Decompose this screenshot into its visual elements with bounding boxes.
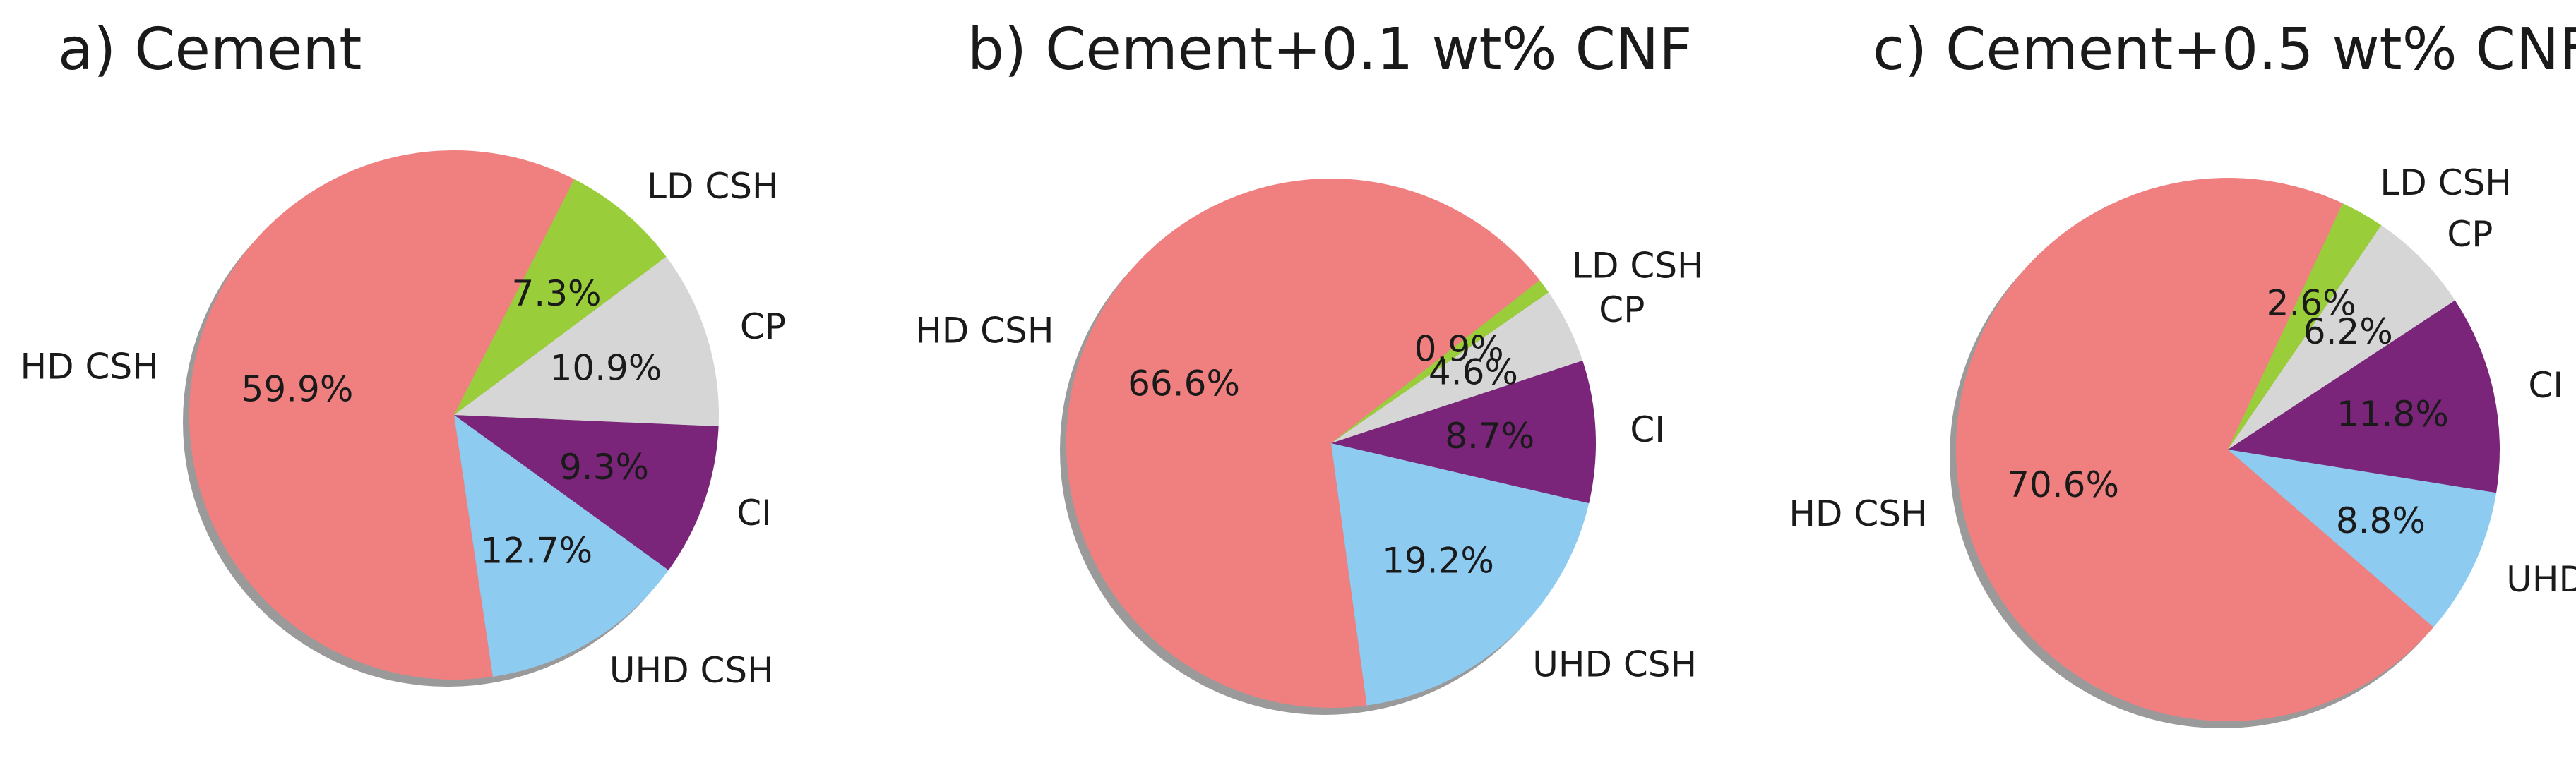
slice-label-hd-csh: HD CSH — [915, 310, 1054, 351]
slice-label-cp: CP — [1599, 289, 1645, 330]
pie-slice-uhd-csh — [454, 415, 669, 677]
slice-label-hd-csh: HD CSH — [20, 347, 159, 387]
pct-label-uhd-csh: 12.7% — [480, 530, 592, 571]
pct-label-cp: 6.2% — [2303, 311, 2393, 352]
pct-label-cp: 10.9% — [550, 348, 662, 389]
pie-slice-ci — [2228, 300, 2500, 493]
slice-label-ci: CI — [1630, 409, 1665, 450]
pie-chart-a: 59.9% HD CSH 12.7% UHD CSH 9.3% CI 10.9% CP 7.3%… — [20, 150, 786, 691]
slice-label-uhd-csh: UHD CSH — [609, 650, 774, 691]
slice-label-ld-csh: LD CSH — [2380, 162, 2512, 203]
pct-label-ci: 11.8% — [2337, 394, 2449, 435]
pie-slice-uhd-csh — [2228, 450, 2497, 627]
chart-a-title: a) Cement — [58, 16, 362, 83]
pct-label-ld-csh: 2.6% — [2267, 283, 2356, 324]
slice-label-hd-csh: HD CSH — [1789, 493, 1927, 534]
slice-label-uhd-csh: UHD CSH — [1532, 644, 1697, 685]
pct-label-ci: 9.3% — [559, 447, 649, 488]
slice-label-ld-csh: LD CSH — [647, 166, 779, 207]
pct-label-uhd-csh: 8.8% — [2336, 500, 2426, 541]
slice-label-ci: CI — [737, 493, 772, 534]
pie-slice-hd-csh — [189, 150, 575, 680]
pie-slice-cp — [1331, 292, 1583, 443]
slice-label-cp: CP — [740, 306, 786, 347]
slice-label-ci: CI — [2528, 365, 2563, 406]
pie-slice-ld-csh — [1331, 280, 1549, 443]
slice-label-uhd-csh: UHD CSH — [2506, 559, 2576, 600]
pct-label-ci: 8.7% — [1445, 416, 1534, 457]
pct-label-hd-csh: 66.6% — [1128, 363, 1240, 404]
pct-label-hd-csh: 70.6% — [2007, 464, 2119, 505]
pie-slice-uhd-csh — [1331, 443, 1590, 706]
pie-slice-ld-csh — [454, 179, 667, 415]
pie-chart-c: 70.6% HD CSH 8.8% UHD CSH 11.8% CI 6.2% CP 2.6% L… — [1789, 162, 2576, 728]
pie-slice-ci — [1331, 360, 1596, 504]
pie-slice-hd-csh — [1956, 178, 2434, 722]
slice-label-ld-csh: LD CSH — [1572, 246, 1704, 287]
pct-label-cp: 4.6% — [1429, 352, 1518, 393]
pct-label-ld-csh: 7.3% — [511, 273, 601, 314]
chart-c-title: c) Cement+0.5 wt% CNF — [1873, 16, 2576, 83]
slice-label-cp: CP — [2447, 214, 2493, 255]
pie-slice-hd-csh — [1066, 178, 1540, 708]
pie-chart-b: 66.6% HD CSH 19.2% UHD CSH 8.7% CI 4.6% CP 0.9% L… — [915, 178, 1704, 715]
pie-slice-cp — [2228, 225, 2455, 450]
pct-label-hd-csh: 59.9% — [242, 369, 354, 410]
pie-slice-cp — [454, 256, 719, 427]
chart-b-title: b) Cement+0.1 wt% CNF — [967, 16, 1692, 83]
pie-slice-ci — [454, 415, 719, 570]
pct-label-uhd-csh: 19.2% — [1382, 540, 1494, 581]
pct-label-ld-csh: 0.9% — [1414, 329, 1504, 370]
pie-slice-ld-csh — [2228, 203, 2382, 450]
